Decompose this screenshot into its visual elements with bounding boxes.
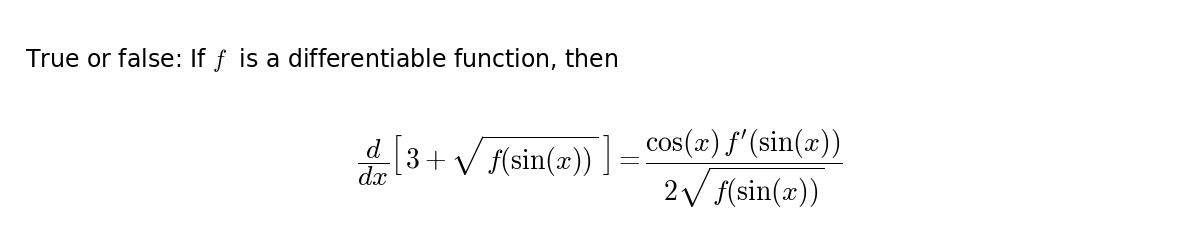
Text: True or false: If $f$  is a differentiable function, then: True or false: If $f$ is a differentiabl… [25,46,619,74]
Text: $\dfrac{d}{dx}\left[\, 3 + \sqrt{f(\sin(x))}\;\right] = \dfrac{\cos(x)\,f'(\sin(: $\dfrac{d}{dx}\left[\, 3 + \sqrt{f(\sin(… [358,127,842,210]
